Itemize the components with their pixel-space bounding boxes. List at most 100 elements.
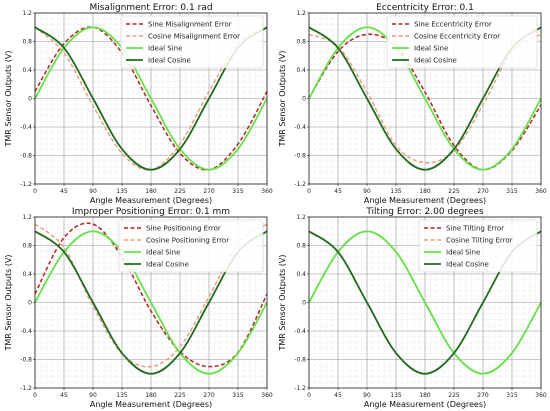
y-tick-label: 0.4 xyxy=(296,271,306,278)
chart-panel-3: 0 45 90 135 180 225 270 315 360 -1.2 -0.8 -0.4 0 0.4 0… xyxy=(4,207,273,409)
x-tick-label: 90 xyxy=(363,392,371,399)
chart-title: Eccentricity Error: 0.1 xyxy=(376,3,474,13)
legend-entry: Sine Eccentricity Error xyxy=(414,21,492,29)
legend-entry: Sine Misalignment Error xyxy=(148,21,232,29)
legend-entry: Ideal Sine xyxy=(148,45,182,53)
y-axis-label: TMR Sensor Outputs (V) xyxy=(278,50,287,147)
y-tick-label: -1.2 xyxy=(20,181,32,188)
y-tick-label: 0 xyxy=(302,96,306,103)
legend: Sine Tilting Error Cosine Tilting Error Id… xyxy=(418,219,538,273)
x-tick-label: 225 xyxy=(448,188,460,195)
x-tick-label: 0 xyxy=(33,188,37,195)
legend-box xyxy=(118,219,264,273)
legend-entry: Ideal Sine xyxy=(446,249,480,257)
legend-entry: Ideal Cosine xyxy=(148,57,191,65)
legend: Sine Positioning Error Cosine Positioning… xyxy=(118,219,264,273)
x-axis-label: Angle Measurement (Degrees) xyxy=(90,196,212,205)
x-axis-label: Angle Measurement (Degrees) xyxy=(364,400,486,409)
chart-title: Misalignment Error: 0.1 rad xyxy=(89,3,212,13)
legend-box xyxy=(418,219,538,273)
x-tick-label: 225 xyxy=(174,392,186,399)
y-tick-label: 1.2 xyxy=(296,10,306,17)
series-line-2 xyxy=(34,223,268,368)
legend-entry: Sine Tilting Error xyxy=(446,225,504,233)
x-tick-label: 360 xyxy=(535,392,547,399)
y-tick-label: -1.2 xyxy=(294,181,306,188)
x-tick-label: 225 xyxy=(448,392,460,399)
legend-entry: Ideal Sine xyxy=(146,249,180,257)
legend-entry: Ideal Sine xyxy=(414,45,448,53)
y-tick-label: 0.4 xyxy=(22,67,32,74)
x-tick-label: 0 xyxy=(307,392,311,399)
x-axis-label: Angle Measurement (Degrees) xyxy=(364,196,486,205)
legend-entry: Sine Positioning Error xyxy=(146,225,221,233)
x-tick-label: 270 xyxy=(203,188,215,195)
y-tick-label: -1.2 xyxy=(20,385,32,392)
x-tick-label: 135 xyxy=(116,392,128,399)
chart-panel-2: 0 45 90 135 180 225 270 315 360 -1.2 -0.8 -0.4 0 0.4 0… xyxy=(278,3,547,205)
x-tick-label: 90 xyxy=(89,188,97,195)
legend-entry: Cosine Eccentricity Error xyxy=(414,33,500,41)
y-tick-label: 1.2 xyxy=(22,10,32,17)
x-tick-label: 360 xyxy=(535,188,547,195)
y-tick-label: 0.4 xyxy=(22,271,32,278)
x-tick-label: 360 xyxy=(261,392,273,399)
x-tick-label: 0 xyxy=(307,188,311,195)
legend-entry: Cosine Tilting Error xyxy=(446,237,513,245)
y-tick-label: -0.8 xyxy=(294,357,306,364)
legend-entry: Ideal Cosine xyxy=(414,57,457,65)
y-tick-label: 0 xyxy=(28,96,32,103)
x-tick-label: 135 xyxy=(390,188,402,195)
legend-entry: Cosine Positioning Error xyxy=(146,237,229,245)
x-tick-label: 180 xyxy=(419,188,431,195)
chart-title: Improper Positioning Error: 0.1 mm xyxy=(72,207,230,217)
legend-entry: Ideal Cosine xyxy=(446,261,489,269)
x-tick-label: 180 xyxy=(145,392,157,399)
y-tick-label: -0.4 xyxy=(20,124,32,131)
x-tick-label: 315 xyxy=(506,392,518,399)
legend-entry: Ideal Cosine xyxy=(146,261,189,269)
x-axis-label: Angle Measurement (Degrees) xyxy=(90,400,212,409)
y-tick-label: -0.8 xyxy=(20,357,32,364)
y-tick-label: 0.8 xyxy=(296,39,306,46)
y-tick-label: 1.2 xyxy=(296,214,306,221)
x-tick-label: 45 xyxy=(334,392,342,399)
x-tick-label: 45 xyxy=(60,392,68,399)
x-tick-label: 135 xyxy=(116,188,128,195)
x-tick-label: 270 xyxy=(477,188,489,195)
series-line-3 xyxy=(34,26,268,171)
legend: Sine Misalignment Error Cosine Misalignme… xyxy=(120,15,264,69)
x-tick-label: 45 xyxy=(334,188,342,195)
y-tick-label: 0.8 xyxy=(22,243,32,250)
series-line-3 xyxy=(308,230,542,375)
y-axis-label: TMR Sensor Outputs (V) xyxy=(278,254,287,351)
x-tick-label: 90 xyxy=(363,188,371,195)
y-tick-label: -0.8 xyxy=(20,153,32,160)
series-line-1 xyxy=(34,26,268,171)
x-tick-label: 180 xyxy=(419,392,431,399)
x-tick-label: 225 xyxy=(174,188,186,195)
y-axis-label: TMR Sensor Outputs (V) xyxy=(4,50,13,147)
x-tick-label: 360 xyxy=(261,188,273,195)
y-tick-label: -0.4 xyxy=(294,124,306,131)
legend-box xyxy=(386,15,538,69)
y-tick-label: 0.4 xyxy=(296,67,306,74)
y-tick-label: 0 xyxy=(302,300,306,307)
x-tick-label: 90 xyxy=(89,392,97,399)
y-tick-label: -1.2 xyxy=(294,385,306,392)
x-tick-label: 315 xyxy=(506,188,518,195)
y-tick-label: -0.4 xyxy=(20,328,32,335)
y-tick-label: 0.8 xyxy=(22,39,32,46)
y-tick-label: 0.8 xyxy=(296,243,306,250)
x-tick-label: 315 xyxy=(232,188,244,195)
x-tick-label: 270 xyxy=(203,392,215,399)
x-tick-label: 0 xyxy=(33,392,37,399)
x-tick-label: 315 xyxy=(232,392,244,399)
series-line-3 xyxy=(34,230,268,375)
chart-title: Tilting Error: 2.00 degrees xyxy=(365,207,484,217)
y-tick-label: 0 xyxy=(28,300,32,307)
series-line-3 xyxy=(308,26,542,171)
x-tick-label: 45 xyxy=(60,188,68,195)
legend: Sine Eccentricity Error Cosine Eccentrici… xyxy=(386,15,538,69)
